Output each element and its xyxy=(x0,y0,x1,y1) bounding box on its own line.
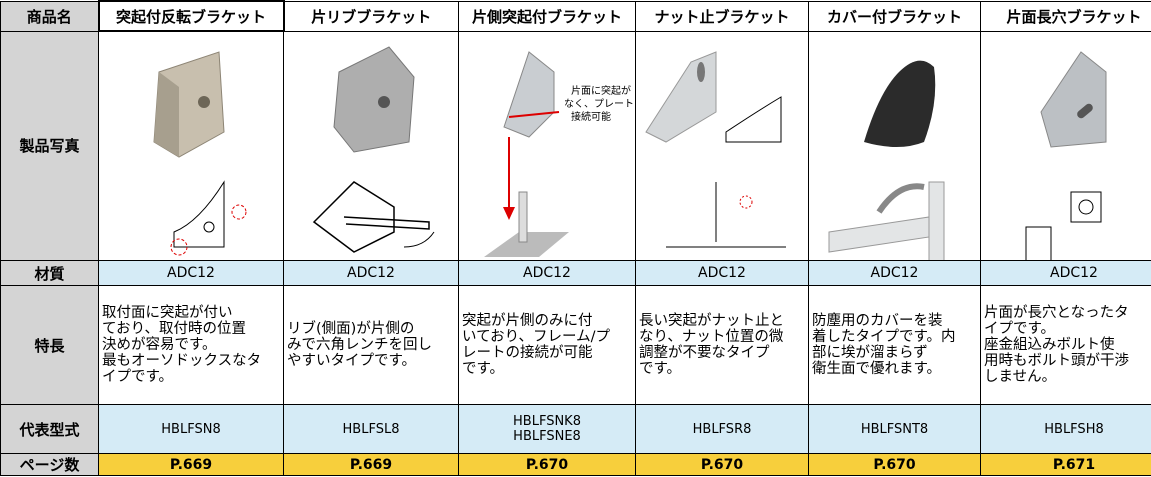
feature-cell: 長い突起がナット止と なり、ナット位置の微 調整が不要なタイプ です。 xyxy=(635,285,809,405)
row-label: 製品写真 xyxy=(0,30,99,261)
model-cell: HBLFSH8 xyxy=(980,404,1151,454)
text-line: です。 xyxy=(462,361,505,377)
header-cell: カバー付ブラケット xyxy=(808,0,981,32)
text-line: HBLFSR8 xyxy=(692,421,752,437)
header-row: 商品名 突起付反転ブラケット 片リブブラケット 片側突起付ブラケット ナット止ブ… xyxy=(0,0,1151,32)
header-cell: 片リブブラケット xyxy=(283,0,459,32)
material-cell: ADC12 xyxy=(458,260,636,286)
product-image xyxy=(153,51,247,256)
model-cell: HBLFSR8 xyxy=(635,404,809,454)
page-cell: P.671 xyxy=(980,453,1151,476)
page-cell: P.670 xyxy=(458,453,636,476)
text-line: なり、ナット位置の微 xyxy=(639,329,784,345)
material-row: 材質 ADC12 ADC12 ADC12 ADC12 ADC12 ADC12 xyxy=(0,260,1151,286)
text-line: 座金組込みボルト使 xyxy=(984,337,1115,353)
material-cell: ADC12 xyxy=(635,260,809,286)
text-line: レートの接続が可能 xyxy=(462,345,593,361)
photo-note: 接続可能 xyxy=(571,110,611,123)
material-cell: ADC12 xyxy=(98,260,284,286)
page-cell: P.670 xyxy=(808,453,981,476)
header-cell: ナット止ブラケット xyxy=(635,0,809,32)
row-label: ページ数 xyxy=(0,453,99,476)
text-line: HBLFSNE8 xyxy=(513,429,581,444)
photo-note: 片面に突起が xyxy=(571,84,631,97)
text-line: やすいタイプです。 xyxy=(287,353,417,369)
header-cell: 片面長穴ブラケット xyxy=(980,0,1151,32)
text-line: HBLFSH8 xyxy=(1044,421,1104,437)
product-image xyxy=(1025,51,1107,260)
photo-cell xyxy=(808,30,981,261)
feature-row: 特長 取付面に突起が付い ており、取付時の位置 決めが容易です。 最もオーソドックスなタ… xyxy=(0,285,1151,405)
row-label: 代表型式 xyxy=(0,404,99,454)
text-line: です。 xyxy=(639,361,682,377)
material-cell: ADC12 xyxy=(980,260,1151,286)
page-cell: P.669 xyxy=(98,453,284,476)
text-line: 調整が不要なタイプ xyxy=(639,345,770,361)
text-line: 長い突起がナット止と xyxy=(639,313,784,329)
photo-cell: 片面に突起が なく、プレートに 接続可能 xyxy=(458,30,636,261)
product-image xyxy=(312,46,435,253)
photo-row: 製品写真 片面に突起が なく、プレートに 接続可能 xyxy=(0,30,1151,261)
photo-cell xyxy=(980,30,1151,261)
text-line: いており、フレーム/プ xyxy=(462,329,610,345)
text-line: 突起が片側のみに付 xyxy=(462,313,593,329)
text-line: 用時もボルト頭が干渉 xyxy=(984,353,1129,369)
feature-cell: リブ(側面)が片側の みで六角レンチを回し やすいタイプです。 xyxy=(283,285,459,405)
text-line: HBLFSL8 xyxy=(342,421,400,437)
text-line: 部に埃が溜まらず xyxy=(812,345,928,361)
model-cell: HBLFSN8 xyxy=(98,404,284,454)
photo-cell xyxy=(98,30,284,261)
header-cell: 片側突起付ブラケット xyxy=(458,0,636,32)
product-image xyxy=(645,51,786,248)
product-image xyxy=(828,60,945,260)
text-line: 取付面に突起が付い xyxy=(102,305,233,321)
text-line: イプです。 xyxy=(984,321,1056,337)
feature-cell: 防塵用のカバーを装 着したタイプです。内 部に埃が溜まらず 衛生面で優れます。 xyxy=(808,285,981,405)
text-line: しません。 xyxy=(984,369,1057,385)
material-cell: ADC12 xyxy=(808,260,981,286)
text-line: HBLFSN8 xyxy=(161,421,221,437)
model-cell: HBLFSNK8 HBLFSNE8 xyxy=(458,404,636,454)
text-line: 防塵用のカバーを装 xyxy=(812,313,943,329)
text-line: イプです。 xyxy=(102,369,174,385)
text-line: HBLFSNK8 xyxy=(513,414,581,429)
header-cell: 商品名 xyxy=(0,0,99,32)
text-line: HBLFSNT8 xyxy=(860,421,929,437)
model-cell: HBLFSNT8 xyxy=(808,404,981,454)
text-line: 片面が長穴となったタ xyxy=(984,305,1129,321)
text-line: 最もオーソドックスなタ xyxy=(102,353,262,369)
text-line: 決めが容易です。 xyxy=(102,337,217,353)
row-label: 特長 xyxy=(0,285,99,405)
text-line: 着したタイプです。内 xyxy=(812,329,956,345)
feature-cell: 突起が片側のみに付 いており、フレーム/プ レートの接続が可能 です。 xyxy=(458,285,636,405)
header-cell: 突起付反転ブラケット xyxy=(97,0,285,32)
material-cell: ADC12 xyxy=(283,260,459,286)
page-row: ページ数 P.669 P.669 P.670 P.670 P.670 P.671 xyxy=(0,453,1151,476)
text-line: リブ(側面)が片側の xyxy=(287,321,415,337)
photo-cell xyxy=(635,30,809,261)
photo-cell xyxy=(283,30,459,261)
page-cell: P.670 xyxy=(635,453,809,476)
text-line: 衛生面で優れます。 xyxy=(812,361,942,377)
page-cell: P.669 xyxy=(283,453,459,476)
model-row: 代表型式 HBLFSN8 HBLFSL8 HBLFSNK8 HBLFSNE8 HBLFSR… xyxy=(0,404,1151,454)
text-line: みで六角レンチを回し xyxy=(287,337,432,353)
product-image: 片面に突起が なく、プレートに 接続可能 xyxy=(484,50,636,257)
feature-cell: 取付面に突起が付い ており、取付時の位置 決めが容易です。 最もオーソドックスなタ イプ… xyxy=(98,285,284,405)
row-label: 材質 xyxy=(0,260,99,286)
feature-cell: 片面が長穴となったタ イプです。 座金組込みボルト使 用時もボルト頭が干渉 しません。 xyxy=(980,285,1151,405)
photo-note: なく、プレートに xyxy=(564,98,636,110)
model-cell: HBLFSL8 xyxy=(283,404,459,454)
text-line: ており、取付時の位置 xyxy=(102,321,246,337)
